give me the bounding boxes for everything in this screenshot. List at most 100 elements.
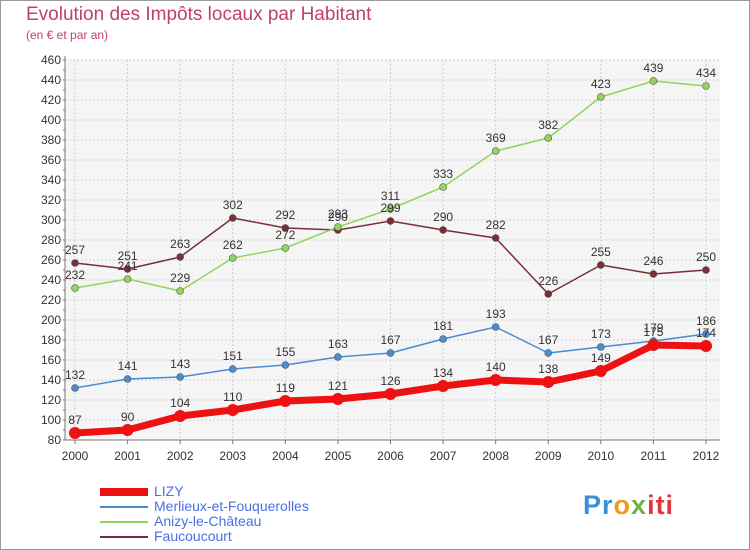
x-tick-label: 2007 — [430, 449, 457, 463]
data-point — [597, 343, 605, 351]
data-point — [439, 335, 447, 343]
y-tick-label: 380 — [41, 133, 61, 147]
data-point — [71, 384, 79, 392]
legend-swatch-faucoucourt — [100, 535, 148, 538]
data-point — [281, 244, 290, 252]
logo-part: o — [613, 490, 632, 520]
data-point — [702, 266, 710, 274]
legend-item: Anizy-le-Château — [100, 514, 309, 529]
data-point — [647, 339, 660, 351]
y-tick-label: 260 — [41, 253, 61, 267]
x-tick-label: 2005 — [325, 449, 352, 463]
data-label: 302 — [223, 198, 243, 212]
data-point — [226, 404, 239, 416]
data-point — [121, 424, 134, 436]
data-point — [176, 373, 184, 381]
data-point — [71, 259, 79, 267]
y-tick-label: 200 — [41, 313, 61, 327]
data-label: 174 — [696, 326, 716, 340]
data-label: 140 — [486, 360, 506, 374]
data-label: 149 — [591, 351, 611, 365]
data-point — [334, 353, 342, 361]
legend-swatch-anizy — [100, 520, 148, 523]
data-label: 179 — [643, 321, 663, 335]
data-point — [228, 214, 237, 222]
data-label: 333 — [433, 167, 453, 181]
y-tick-label: 340 — [41, 173, 61, 187]
data-point — [649, 270, 658, 278]
y-tick-label: 160 — [41, 353, 61, 367]
data-label: 110 — [223, 390, 242, 404]
data-label: 290 — [328, 210, 348, 224]
legend-label: Merlieux-et-Fouquerolles — [154, 498, 309, 514]
data-label: 151 — [223, 349, 243, 363]
y-tick-label: 80 — [48, 433, 62, 447]
legend-item: LIZY — [100, 484, 309, 499]
x-tick-label: 2003 — [219, 449, 246, 463]
data-label: 134 — [433, 366, 453, 380]
data-label: 382 — [538, 118, 558, 132]
data-label: 132 — [65, 368, 85, 382]
data-point — [437, 380, 450, 392]
data-label: 87 — [68, 413, 82, 427]
x-tick-label: 2002 — [167, 449, 194, 463]
data-label: 292 — [275, 208, 295, 222]
y-tick-label: 240 — [41, 273, 61, 287]
data-point — [123, 375, 132, 383]
data-point — [439, 183, 447, 191]
legend: LIZY Merlieux-et-Fouquerolles Anizy-le-C… — [100, 484, 309, 544]
data-label: 241 — [118, 259, 138, 273]
data-label: 246 — [643, 254, 663, 268]
proxiti-logo: Proxiti — [583, 490, 674, 521]
data-label: 262 — [223, 238, 243, 252]
data-label: 290 — [433, 210, 453, 224]
data-label: 263 — [170, 237, 190, 251]
data-label: 250 — [696, 250, 716, 264]
data-label: 155 — [275, 345, 295, 359]
data-point — [228, 365, 237, 373]
x-tick-label: 2004 — [272, 449, 299, 463]
x-tick-label: 2006 — [377, 449, 404, 463]
data-label: 439 — [643, 61, 663, 75]
data-label: 141 — [118, 359, 138, 373]
data-point — [544, 349, 553, 357]
y-tick-label: 100 — [41, 413, 61, 427]
data-point — [542, 376, 555, 388]
x-tick-label: 2009 — [535, 449, 562, 463]
data-label: 181 — [433, 319, 453, 333]
chart-subtitle: (en € et par an) — [26, 28, 109, 42]
data-point — [176, 287, 184, 295]
data-point — [386, 217, 395, 225]
data-point — [281, 224, 290, 232]
data-label: 167 — [380, 333, 400, 347]
data-label: 299 — [380, 201, 400, 215]
y-tick-label: 140 — [41, 373, 61, 387]
data-point — [123, 265, 132, 273]
x-tick-label: 2000 — [62, 449, 89, 463]
data-point — [386, 349, 395, 357]
data-point — [489, 374, 502, 386]
data-point — [176, 253, 184, 261]
x-tick-label: 2008 — [482, 449, 509, 463]
data-label: 173 — [591, 327, 611, 341]
x-tick-label: 2011 — [641, 449, 667, 463]
data-label: 257 — [65, 243, 85, 257]
data-label: 167 — [538, 333, 558, 347]
data-label: 369 — [486, 131, 506, 145]
data-point — [544, 134, 553, 142]
y-tick-label: 180 — [41, 333, 61, 347]
data-point — [700, 340, 712, 352]
data-point — [491, 323, 500, 331]
legend-swatch-merlieux — [100, 505, 148, 508]
data-label: 232 — [65, 268, 85, 282]
chart-title: Evolution des Impôts locaux par Habitant — [26, 4, 372, 25]
data-point — [491, 147, 500, 155]
logo-part: x — [631, 490, 648, 520]
y-tick-label: 460 — [41, 53, 61, 67]
data-point — [69, 427, 81, 439]
x-tick-label: 2012 — [693, 449, 720, 463]
data-label: 293 — [328, 207, 348, 221]
y-tick-label: 280 — [41, 233, 61, 247]
y-tick-label: 220 — [41, 293, 61, 307]
data-label: 138 — [538, 362, 558, 376]
